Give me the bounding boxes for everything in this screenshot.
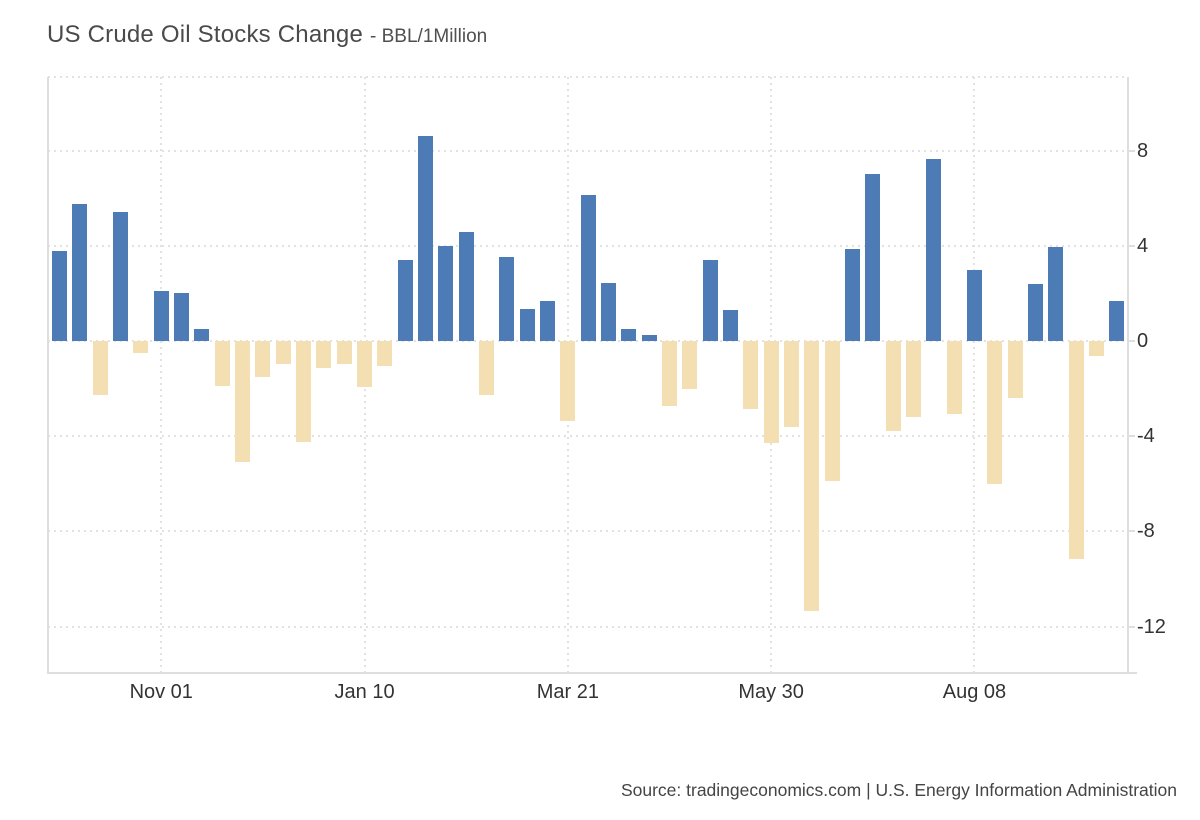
- bar-positive[interactable]: [865, 174, 881, 341]
- y-axis-tick: [1128, 149, 1135, 152]
- bar-negative[interactable]: [946, 341, 962, 414]
- bar-positive[interactable]: [966, 269, 982, 341]
- y-gridline: [48, 340, 1128, 342]
- bar-positive[interactable]: [418, 136, 434, 341]
- bar-negative[interactable]: [275, 341, 291, 364]
- bar-negative[interactable]: [824, 341, 840, 482]
- bar-negative[interactable]: [804, 341, 820, 612]
- bar-positive[interactable]: [621, 329, 637, 341]
- bar-negative[interactable]: [905, 341, 921, 418]
- bar-negative[interactable]: [133, 341, 149, 353]
- x-tick-label: Aug 08: [942, 681, 1007, 703]
- bar-positive[interactable]: [540, 300, 556, 341]
- bar-negative[interactable]: [783, 341, 799, 427]
- y-tick-label: -4: [1137, 425, 1155, 448]
- bar-positive[interactable]: [52, 250, 68, 341]
- x-gridline: [160, 77, 163, 672]
- bar-negative[interactable]: [336, 341, 352, 364]
- bar-positive[interactable]: [722, 310, 738, 341]
- y-axis-tick: [1128, 435, 1135, 438]
- bar-positive[interactable]: [844, 249, 860, 341]
- x-axis-line: [47, 672, 1137, 674]
- bar-negative[interactable]: [296, 341, 312, 443]
- right-axis-line: [1127, 77, 1129, 672]
- bar-positive[interactable]: [702, 260, 718, 341]
- bar-positive[interactable]: [1109, 300, 1125, 341]
- page-title: US Crude Oil Stocks Change: [47, 21, 364, 48]
- bar-negative[interactable]: [560, 341, 576, 421]
- x-gridline: [973, 77, 976, 672]
- bar-positive[interactable]: [153, 291, 169, 341]
- bar-negative[interactable]: [214, 341, 230, 387]
- bar-negative[interactable]: [987, 341, 1003, 484]
- bar-positive[interactable]: [174, 293, 190, 341]
- bar-negative[interactable]: [885, 341, 901, 432]
- bar-positive[interactable]: [438, 245, 454, 341]
- y-gridline: [48, 149, 1128, 152]
- bar-positive[interactable]: [499, 256, 515, 341]
- bar-negative[interactable]: [255, 341, 271, 377]
- y-gridline: [48, 435, 1128, 438]
- bar-positive[interactable]: [641, 335, 657, 341]
- bar-positive[interactable]: [1027, 283, 1043, 341]
- y-tick-label: -12: [1137, 615, 1166, 638]
- x-tick-label: Jan 10: [334, 681, 395, 703]
- plot-top-border: [48, 76, 1128, 78]
- y-axis-tick: [1128, 625, 1135, 628]
- bar-positive[interactable]: [113, 212, 129, 341]
- bar-negative[interactable]: [316, 341, 332, 369]
- bar-positive[interactable]: [397, 260, 413, 341]
- bar-positive[interactable]: [458, 231, 474, 341]
- x-tick-label: Nov 01: [129, 681, 193, 703]
- bar-positive[interactable]: [194, 329, 210, 341]
- y-tick-label: -8: [1137, 520, 1155, 543]
- bar-positive[interactable]: [580, 194, 596, 341]
- bar-negative[interactable]: [377, 341, 393, 366]
- bar-negative[interactable]: [1088, 341, 1104, 357]
- bar-negative[interactable]: [682, 341, 698, 389]
- bar-negative[interactable]: [763, 341, 779, 444]
- plot-area: 8 4 0 -4 -8 -12 Nov 01 Jan 10 Mar 21 May 30 Aug 08: [47, 76, 1166, 703]
- bar-negative[interactable]: [1007, 341, 1023, 399]
- y-axis-tick: [1128, 530, 1135, 533]
- y-tick-label: 4: [1137, 234, 1149, 257]
- bar-positive[interactable]: [926, 158, 942, 341]
- bar-negative[interactable]: [235, 341, 251, 463]
- y-gridline: [48, 530, 1128, 533]
- chart-title: US Crude Oil Stocks Change - BBL/1Million: [47, 21, 487, 49]
- title-unit-label: - BBL/1Million: [370, 26, 488, 47]
- bar-negative[interactable]: [357, 341, 373, 388]
- bar-positive[interactable]: [1048, 246, 1064, 341]
- bar-negative[interactable]: [1068, 341, 1084, 559]
- y-axis-tick: [1128, 244, 1135, 247]
- y-axis-tick: [1128, 340, 1135, 342]
- y-tick-label: 0: [1137, 330, 1149, 352]
- left-axis-line: [47, 77, 49, 672]
- bar-negative[interactable]: [479, 341, 495, 395]
- bar-positive[interactable]: [72, 204, 88, 341]
- x-tick-label: Mar 21: [536, 681, 599, 703]
- bar-negative[interactable]: [743, 341, 759, 409]
- x-tick-label: May 30: [738, 681, 804, 703]
- y-tick-label: 8: [1137, 139, 1149, 162]
- y-gridline: [48, 625, 1128, 628]
- source-attribution: Source: tradingeconomics.com | U.S. Ener…: [620, 780, 1177, 800]
- bar-negative[interactable]: [662, 341, 677, 407]
- bar-positive[interactable]: [601, 282, 616, 341]
- bar-positive[interactable]: [519, 308, 535, 341]
- bar-negative[interactable]: [92, 341, 108, 395]
